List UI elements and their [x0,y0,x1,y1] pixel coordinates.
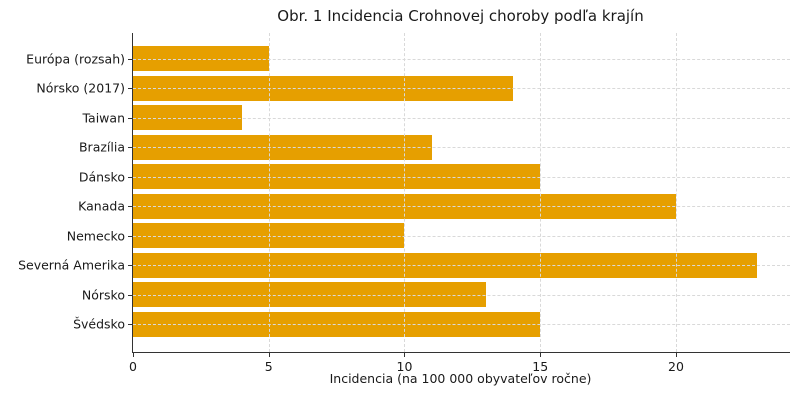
y-gridline [133,265,790,267]
y-gridline [133,147,790,149]
x-axis-label: Incidencia (na 100 000 obyvateľov ročne) [329,371,592,386]
y-tick-label: Severná Amerika [18,257,125,273]
y-tick-mark [128,294,132,296]
x-tick-mark [133,353,134,357]
y-gridline [133,58,790,60]
y-tick-mark [128,147,132,149]
y-tick-mark [128,265,132,267]
y-gridline [133,206,790,208]
y-tick-mark [128,206,132,208]
x-tick-label: 15 [532,359,549,374]
x-tick-mark [404,353,406,357]
y-gridline [133,117,790,119]
x-tick-mark [675,353,677,357]
chart-title: Obr. 1 Incidencia Crohnovej choroby podľ… [277,7,644,25]
y-tick-mark [128,88,132,90]
y-tick-mark [128,235,132,237]
y-tick-label: Dánsko [78,169,125,185]
y-gridline [133,235,790,237]
y-tick-label: Nemecko [66,228,125,244]
y-gridline [133,324,790,326]
y-tick-label: Švédsko [73,316,125,332]
y-tick-mark [128,324,132,326]
x-gridline [268,33,270,352]
plot-area: 0 5 10 15 20 Európa (rozsah) Nórsko (2017) Taiw… [18,33,790,374]
x-gridline [540,33,542,352]
y-gridline [133,294,790,296]
y-tick-label: Taiwan [82,110,125,126]
y-gridline [133,88,790,90]
x-gridline [404,33,406,352]
x-tick-label: 10 [396,359,413,374]
x-tick-mark [540,353,542,357]
y-gridline [133,176,790,178]
y-tick-label: Nórsko [81,287,125,303]
x-tick-mark [268,353,270,357]
y-tick-label: Nórsko (2017) [36,80,125,96]
y-tick-mark [128,176,132,178]
y-tick-label: Brazília [78,139,125,155]
y-tick-label: Európa (rozsah) [26,51,125,67]
x-tick-label: 5 [264,359,273,374]
x-tick-label: 0 [129,359,137,374]
x-gridline [675,33,677,352]
y-tick-label: Kanada [78,198,125,214]
y-tick-mark [128,58,132,60]
x-tick-label: 20 [668,359,684,374]
y-tick-mark [128,117,132,119]
